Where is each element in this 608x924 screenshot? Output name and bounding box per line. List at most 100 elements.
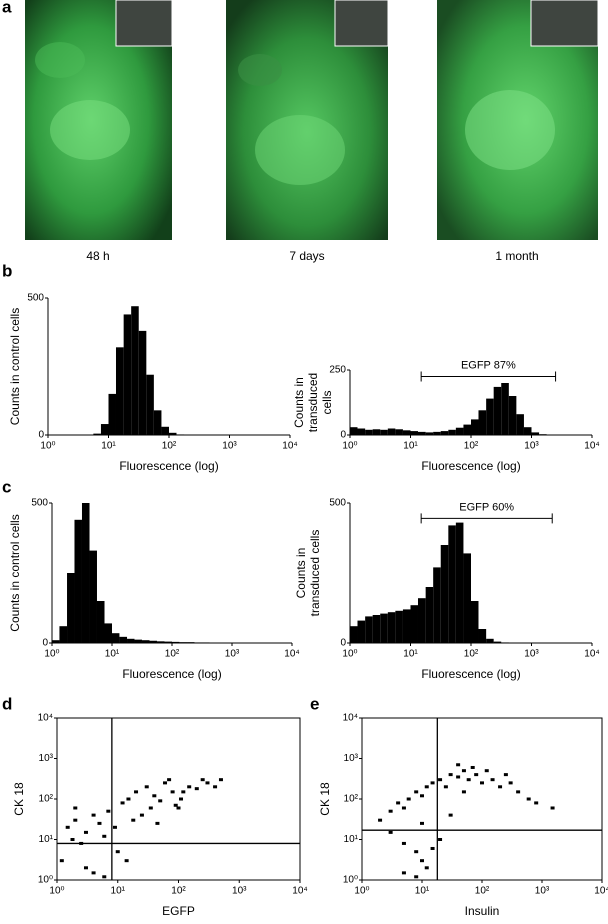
y-tick-label: 0	[340, 430, 346, 441]
scatter-point	[65, 825, 70, 829]
histogram-bar	[127, 638, 135, 643]
scatter-point	[438, 778, 443, 782]
histogram-bar	[357, 428, 366, 435]
x-tick-label: 10³	[232, 886, 247, 897]
histogram-bar	[156, 641, 165, 643]
y-tick-label: 10²	[39, 794, 54, 805]
scatter-point	[70, 838, 75, 841]
y-axis-label: CK 18	[12, 782, 26, 816]
histogram-bar	[365, 616, 373, 643]
histogram-bar	[112, 633, 120, 643]
y-tick-label: 10¹	[344, 834, 359, 845]
histogram-bar	[531, 432, 540, 435]
histogram-bar	[161, 426, 169, 435]
histogram-bar	[433, 567, 441, 643]
scatter-point	[378, 818, 383, 822]
histogram-bar	[350, 427, 358, 435]
histogram-bar	[164, 641, 172, 643]
scatter-point	[401, 841, 406, 845]
scatter-point	[73, 818, 78, 822]
scatter-point	[205, 781, 210, 785]
scatter-point	[484, 769, 489, 773]
scatter-point	[466, 778, 471, 782]
histogram-bar	[380, 613, 388, 643]
x-tick-label: 10¹	[111, 886, 126, 897]
scatter-point	[112, 825, 117, 829]
histogram-bar	[410, 431, 418, 435]
scatter-point	[126, 797, 131, 801]
x-tick-label: 10¹	[105, 649, 120, 660]
histogram-bar	[141, 640, 150, 643]
scatter-point	[139, 813, 144, 817]
scatter-point	[401, 871, 406, 875]
scatter-point	[83, 866, 88, 870]
y-tick-label: 250	[329, 365, 346, 376]
scatter-point	[490, 778, 495, 782]
histogram-bar	[516, 414, 524, 435]
y-axis-label: transduced cells	[308, 530, 322, 617]
scatter-point	[102, 875, 107, 879]
scatter-point	[200, 778, 205, 782]
y-tick-label: 10⁰	[343, 875, 358, 886]
histogram-bar	[96, 601, 105, 643]
scatter-point	[461, 790, 466, 794]
scatter-point	[424, 785, 429, 789]
x-tick-label: 10¹	[403, 441, 418, 452]
x-tick-label: 10⁴	[292, 886, 307, 897]
scatter-point	[187, 785, 192, 789]
histogram-bar	[100, 424, 109, 435]
x-tick-label: 10²	[464, 649, 479, 660]
histogram-bar	[153, 410, 162, 435]
image-caption: 48 h	[86, 249, 109, 263]
histogram-bar	[486, 398, 494, 435]
panel-label: b	[2, 261, 12, 280]
histogram-bar	[172, 641, 180, 643]
scatter-point	[218, 778, 223, 782]
y-tick-label: 10³	[39, 753, 54, 764]
histogram-bar	[402, 609, 411, 643]
y-tick-label: 500	[31, 498, 48, 509]
scatter-point	[474, 773, 479, 777]
x-tick-label: 10²	[171, 886, 186, 897]
scatter-point	[424, 866, 429, 870]
image-caption: 7 days	[289, 249, 324, 263]
scatter-point	[120, 801, 125, 805]
scatter-point	[144, 785, 149, 789]
histogram-bar	[425, 587, 434, 643]
scatter-point	[456, 763, 461, 767]
y-tick-label: 10⁴	[343, 713, 358, 724]
scatter-point	[430, 781, 435, 785]
micrograph	[25, 0, 173, 240]
x-tick-label: 10⁰	[342, 649, 357, 660]
scatter-point	[438, 838, 443, 841]
panel-label: a	[2, 0, 12, 16]
scatter-point	[115, 850, 120, 854]
x-axis-label: Insulin	[465, 904, 500, 918]
scatter-point	[83, 830, 88, 834]
histogram-bar	[395, 610, 403, 643]
micrograph	[437, 0, 599, 240]
histogram-bar	[508, 396, 517, 435]
x-axis-label: Fluorescence (log)	[421, 459, 520, 473]
scatter-point	[59, 859, 64, 863]
histogram-bar	[440, 431, 449, 435]
scatter-point	[194, 787, 199, 791]
histogram-bar	[59, 626, 68, 643]
x-tick-label: 10³	[535, 886, 550, 897]
x-tick-label: 10⁴	[284, 649, 299, 660]
scatter-point	[152, 794, 157, 798]
histogram-bar	[134, 639, 142, 643]
x-tick-label: 10³	[524, 441, 539, 452]
x-tick-label: 10⁴	[282, 441, 297, 452]
histogram-bar	[417, 431, 426, 435]
histogram-bar	[455, 522, 464, 643]
y-axis-label: Counts in	[292, 377, 306, 428]
histogram-bar	[74, 519, 82, 643]
y-axis-label: transduced	[306, 373, 320, 432]
annotation	[420, 371, 557, 382]
x-tick-label: 10²	[464, 441, 479, 452]
y-tick-label: 10⁴	[38, 713, 53, 724]
histogram-bar	[387, 612, 396, 643]
scatter-point	[131, 818, 136, 822]
annotation-text: EGFP 60%	[459, 501, 514, 513]
